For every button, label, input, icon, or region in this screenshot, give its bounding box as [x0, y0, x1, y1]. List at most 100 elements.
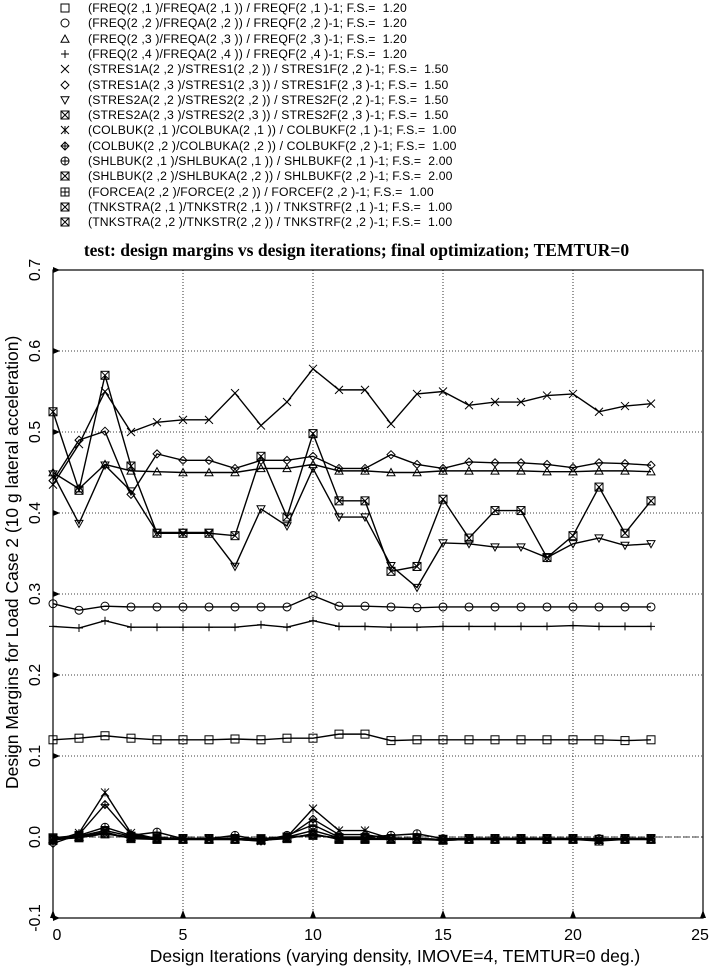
y-tick-label: 0.2: [27, 664, 44, 686]
data-point: [178, 735, 188, 745]
y-tick-mark: [53, 591, 60, 597]
data-point: [620, 528, 630, 538]
data-point: [74, 435, 84, 445]
legend-entry-label: (STRES1A(2 ,3 )/STRES1(2 ,3 )) / STRES1F…: [88, 77, 449, 92]
data-point: [282, 832, 292, 842]
diamond-plus-marker-icon: [60, 140, 70, 151]
data-point: [568, 462, 578, 473]
data-point: [100, 829, 110, 839]
data-point: [100, 459, 110, 469]
data-point: [100, 426, 110, 436]
legend-entry: (FORCEA(2 ,2 )/FORCE(2 ,2 )) / FORCEF(2 …: [0, 185, 713, 199]
data-point: [74, 830, 84, 840]
series-line: [52, 375, 652, 573]
data-point: [152, 449, 162, 459]
data-point: [516, 465, 526, 475]
series-line: [52, 594, 651, 611]
data-point: [360, 601, 370, 611]
data-point: [230, 734, 240, 744]
data-point: [490, 834, 500, 844]
data-point: [490, 506, 500, 516]
data-point: [282, 733, 292, 743]
data-point: [412, 459, 422, 470]
data-point: [153, 623, 161, 632]
data-point: [335, 622, 343, 631]
x-tick-label: 5: [179, 927, 188, 944]
data-point: [204, 467, 214, 477]
y-tick-label: 0.6: [27, 340, 44, 362]
y-tick-mark: [53, 753, 60, 759]
data-point: [464, 602, 474, 612]
x-tick-label: 20: [564, 927, 582, 944]
y-tick-label: 0.0: [27, 826, 44, 848]
data-point: [74, 605, 84, 615]
square-x-marker-icon: [60, 217, 70, 227]
data-point: [438, 834, 448, 844]
x-axis-label: Design Iterations (varying density, IMOV…: [149, 946, 641, 966]
data-point: [126, 461, 136, 471]
legend-entry: (STRES1A(2 ,3 )/STRES1(2 ,3 )) / STRES1F…: [0, 78, 713, 92]
data-point: [205, 623, 213, 632]
data-point: [594, 735, 604, 745]
data-point: [48, 599, 58, 609]
data-point: [49, 622, 57, 631]
data-point: [386, 736, 396, 746]
data-point: [620, 401, 630, 411]
data-point: [309, 616, 317, 625]
data-point: [334, 496, 344, 506]
diamond-marker-icon: [60, 79, 70, 90]
data-point: [464, 735, 474, 745]
data-point: [412, 583, 422, 593]
square-x-marker-icon: [60, 202, 70, 212]
data-point: [308, 429, 318, 439]
data-point: [386, 566, 396, 576]
data-point: [256, 451, 266, 461]
data-point: [439, 622, 447, 631]
data-point: [152, 735, 162, 745]
legend-entry: (FREQ(2 ,2 )/FREQA(2 ,2 )) / FREQF(2 ,2 …: [0, 16, 713, 30]
data-point: [490, 397, 500, 407]
data-point: [386, 467, 396, 477]
data-point: [152, 528, 162, 538]
data-point: [360, 385, 370, 395]
data-point: [334, 513, 344, 523]
data-point: [282, 522, 292, 531]
data-point: [308, 464, 318, 474]
data-point: [308, 733, 318, 743]
data-point: [152, 417, 162, 427]
data-point: [75, 624, 83, 633]
data-point: [412, 561, 422, 571]
data-point: [308, 820, 318, 830]
x-marker-icon: [60, 64, 70, 74]
data-point: [178, 602, 188, 612]
data-point: [126, 733, 136, 743]
data-point: [230, 463, 240, 474]
data-point: [568, 735, 578, 745]
data-point: [178, 467, 188, 477]
data-point: [334, 729, 344, 739]
series-triangle: [48, 459, 656, 493]
data-point: [256, 735, 266, 745]
data-point: [152, 466, 162, 476]
data-point: [543, 622, 551, 631]
data-point: [594, 534, 604, 544]
data-point: [360, 496, 370, 506]
legend-entry: (SHLBUK(2 ,2 )/SHLBUKA(2 ,2 )) / SHLBUKF…: [0, 169, 713, 183]
data-point: [178, 528, 188, 538]
data-point: [620, 602, 630, 612]
data-point: [438, 602, 448, 612]
triangle-down-marker-icon: [60, 96, 70, 105]
data-point: [516, 735, 526, 745]
asterisk-marker-icon: [60, 126, 70, 135]
data-point: [542, 553, 552, 563]
data-point: [542, 553, 552, 563]
series-diamond: [48, 426, 656, 500]
data-point: [126, 427, 136, 437]
y-tick-label: 0.1: [27, 745, 44, 767]
data-point: [438, 735, 448, 745]
legend-entry-label: (STRES2A(2 ,3 )/STRES2(2 ,3 )) / STRES2F…: [88, 108, 449, 123]
data-point: [204, 528, 214, 538]
data-point: [48, 467, 58, 477]
data-point: [100, 370, 110, 380]
